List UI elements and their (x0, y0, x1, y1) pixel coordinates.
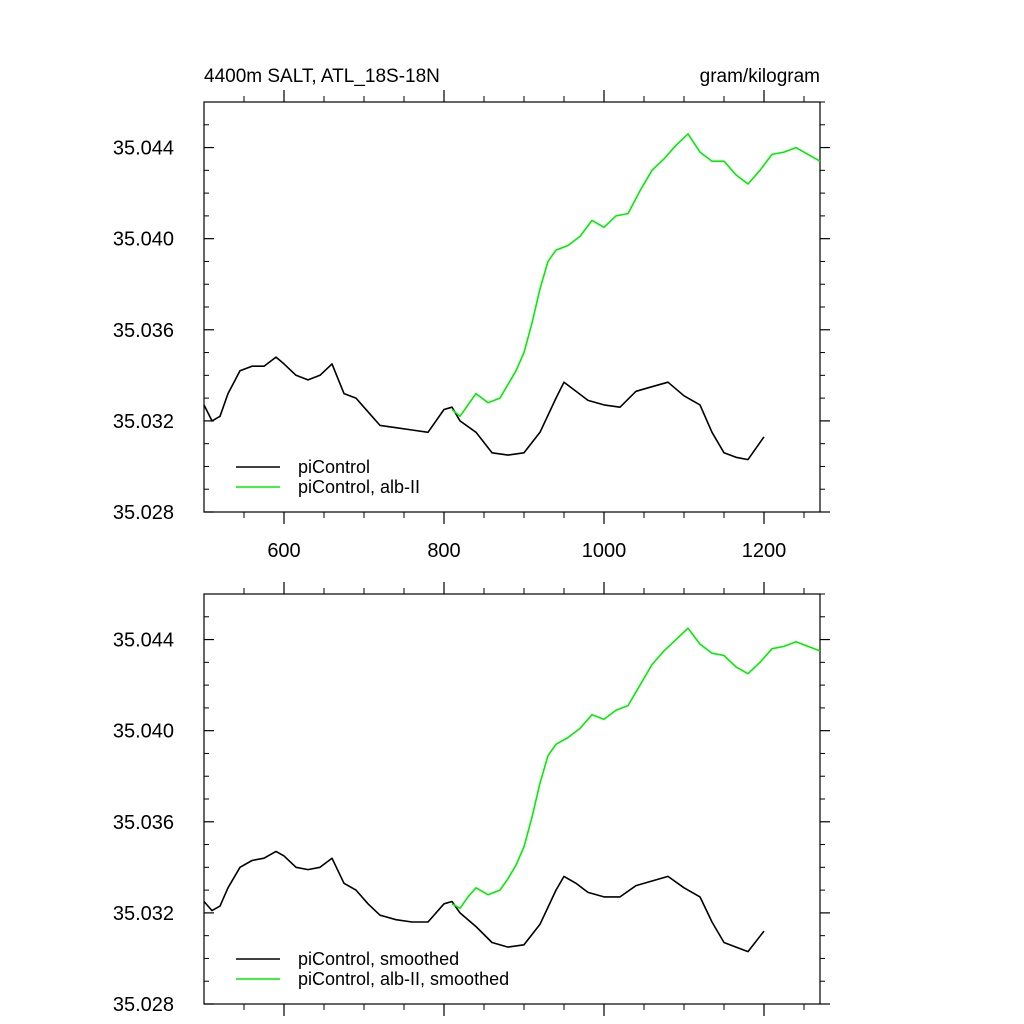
series-line-green (451, 133, 821, 418)
y-tick-label: 35.040 (113, 229, 174, 251)
series-line-black (203, 850, 765, 953)
y-tick-labels: 35.028 35.032 35.036 35.040 35.044 (113, 630, 174, 1016)
tick-marks (204, 582, 830, 1016)
y-tick-label: 35.032 (113, 903, 174, 925)
legend-label: piControl, alb-II, smoothed (298, 969, 509, 989)
y-tick-label: 35.040 (113, 721, 174, 743)
series-lines (203, 133, 821, 461)
x-tick-label: 600 (267, 540, 300, 562)
legend-label: piControl, smoothed (298, 949, 459, 969)
y-tick-labels: 35.028 35.032 35.036 35.040 35.044 (113, 138, 174, 524)
y-tick-label: 35.044 (113, 138, 174, 160)
top-panel: 4400m SALT, ATL_18S-18N gram/kilogram 35… (113, 66, 830, 562)
tick-marks (204, 90, 830, 524)
plot-frame (203, 101, 821, 513)
y-tick-label: 35.028 (113, 502, 174, 524)
bottom-panel: 35.028 35.032 35.036 35.040 35.044 piControl… (113, 582, 830, 1016)
x-tick-label: 1000 (582, 540, 627, 562)
plot-frame (203, 593, 821, 1005)
y-tick-label: 35.036 (113, 320, 174, 342)
x-tick-label: 800 (427, 540, 460, 562)
x-tick-labels: 600 800 1000 1200 (267, 540, 786, 562)
y-tick-label: 35.036 (113, 812, 174, 834)
y-tick-label: 35.028 (113, 994, 174, 1016)
x-tick-label: 1200 (742, 540, 787, 562)
y-tick-label: 35.044 (113, 630, 174, 652)
series-lines (203, 627, 821, 953)
legend-label: piControl, alb-II (298, 477, 420, 497)
series-line-black (203, 356, 765, 461)
y-tick-label: 35.032 (113, 411, 174, 433)
series-line-green (451, 627, 821, 910)
units-label: gram/kilogram (700, 66, 820, 87)
chart-title: 4400m SALT, ATL_18S-18N (204, 66, 440, 87)
legend-label: piControl (298, 457, 370, 477)
